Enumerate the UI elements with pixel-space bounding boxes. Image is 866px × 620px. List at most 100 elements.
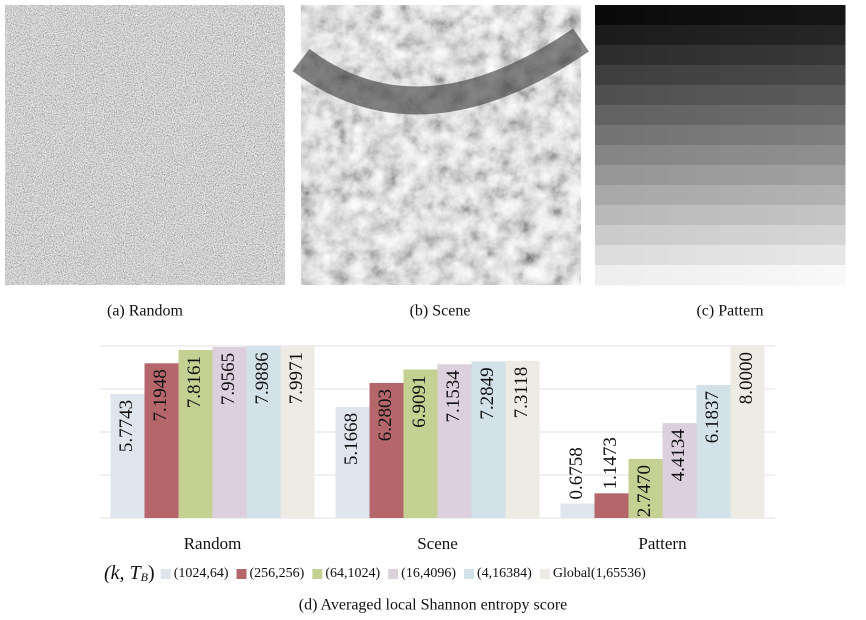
pattern-cell <box>620 185 646 206</box>
bar <box>595 493 629 518</box>
pattern-cell <box>720 125 746 146</box>
pattern-cell <box>795 245 821 266</box>
pattern-cell <box>795 205 821 226</box>
pattern-cell <box>820 185 846 206</box>
x-tick-label: Pattern <box>638 534 687 553</box>
pattern-cell <box>595 145 621 166</box>
legend-swatch <box>540 569 550 579</box>
pattern-cell <box>795 225 821 246</box>
pattern-cell <box>595 25 621 46</box>
pattern-cell <box>645 85 671 106</box>
value-label: 2.7470 <box>634 465 655 517</box>
pattern-cell <box>620 165 646 186</box>
value-label: 6.9091 <box>409 375 430 427</box>
pattern-cell <box>670 85 696 106</box>
pattern-cell <box>770 265 796 286</box>
pattern-cell <box>595 245 621 266</box>
x-tick-label: Scene <box>417 534 458 553</box>
pattern-cell <box>695 5 721 26</box>
pattern-cell <box>620 205 646 226</box>
value-label: 7.1534 <box>443 370 464 423</box>
scene-image <box>301 5 581 285</box>
bar <box>561 503 595 518</box>
pattern-cell <box>645 5 671 26</box>
pattern-cell <box>695 205 721 226</box>
pattern-cell <box>770 45 796 66</box>
pattern-cell <box>670 25 696 46</box>
pattern-cell <box>745 5 771 26</box>
value-label: 7.1948 <box>150 369 171 421</box>
pattern-cell <box>820 245 846 266</box>
legend-title-part: ) <box>148 562 155 584</box>
pattern-cell <box>795 165 821 186</box>
pattern-cell <box>645 45 671 66</box>
value-label: 7.9886 <box>252 352 273 404</box>
pattern-cell <box>645 265 671 286</box>
pattern-cell <box>695 245 721 266</box>
pattern-cell <box>820 145 846 166</box>
pattern-cell <box>720 185 746 206</box>
pattern-cell <box>795 145 821 166</box>
pattern-cell <box>820 25 846 46</box>
value-label: 5.7743 <box>116 400 137 452</box>
legend-swatch <box>312 569 322 579</box>
value-label: 7.9565 <box>218 353 239 405</box>
pattern-cell <box>820 45 846 66</box>
pattern-cell <box>695 45 721 66</box>
pattern-cell <box>695 145 721 166</box>
pattern-cell <box>720 5 746 26</box>
pattern-cell <box>620 85 646 106</box>
pattern-cell <box>620 65 646 86</box>
pattern-cell <box>820 205 846 226</box>
pattern-cell <box>770 225 796 246</box>
pattern-cell <box>620 105 646 126</box>
pattern-cell <box>670 125 696 146</box>
page: (a) Random (b) Scene (c) Pattern (d) Ave… <box>0 0 866 620</box>
pattern-cell <box>770 105 796 126</box>
pattern-cell <box>645 165 671 186</box>
pattern-cell <box>645 205 671 226</box>
pattern-cell <box>595 105 621 126</box>
pattern-cell <box>745 205 771 226</box>
legend-title: (k, TB) <box>104 562 155 584</box>
pattern-cell <box>645 225 671 246</box>
pattern-cell <box>820 225 846 246</box>
pattern-cell <box>670 5 696 26</box>
pattern-cell <box>670 225 696 246</box>
value-label: 7.8161 <box>184 356 205 408</box>
pattern-cell <box>670 265 696 286</box>
pattern-cell <box>670 165 696 186</box>
pattern-cell <box>645 145 671 166</box>
pattern-cell <box>795 85 821 106</box>
pattern-cell <box>820 125 846 146</box>
legend-label: Global(1,65536) <box>553 566 646 581</box>
pattern-cell <box>695 185 721 206</box>
pattern-cell <box>745 25 771 46</box>
pattern-cell <box>720 205 746 226</box>
panel-caption: (a) Random <box>107 303 184 320</box>
value-label: 7.9971 <box>286 352 307 404</box>
pattern-cell <box>820 165 846 186</box>
pattern-cell <box>770 205 796 226</box>
pattern-cell <box>620 5 646 26</box>
pattern-cell <box>745 125 771 146</box>
pattern-cell <box>770 25 796 46</box>
pattern-cell <box>645 245 671 266</box>
pattern-cell <box>795 105 821 126</box>
pattern-cell <box>695 25 721 46</box>
pattern-cell <box>745 165 771 186</box>
pattern-cell <box>670 185 696 206</box>
pattern-cell <box>695 105 721 126</box>
value-label: 6.1837 <box>702 391 723 443</box>
pattern-cell <box>595 225 621 246</box>
pattern-cell <box>770 185 796 206</box>
pattern-cell <box>595 165 621 186</box>
pattern-cell <box>770 165 796 186</box>
value-label: 1.1473 <box>600 437 621 489</box>
pattern-cell <box>620 125 646 146</box>
pattern-cell <box>695 265 721 286</box>
pattern-cell <box>620 245 646 266</box>
pattern-cell <box>595 65 621 86</box>
x-tick-label: Random <box>184 534 242 553</box>
pattern-cell <box>795 65 821 86</box>
